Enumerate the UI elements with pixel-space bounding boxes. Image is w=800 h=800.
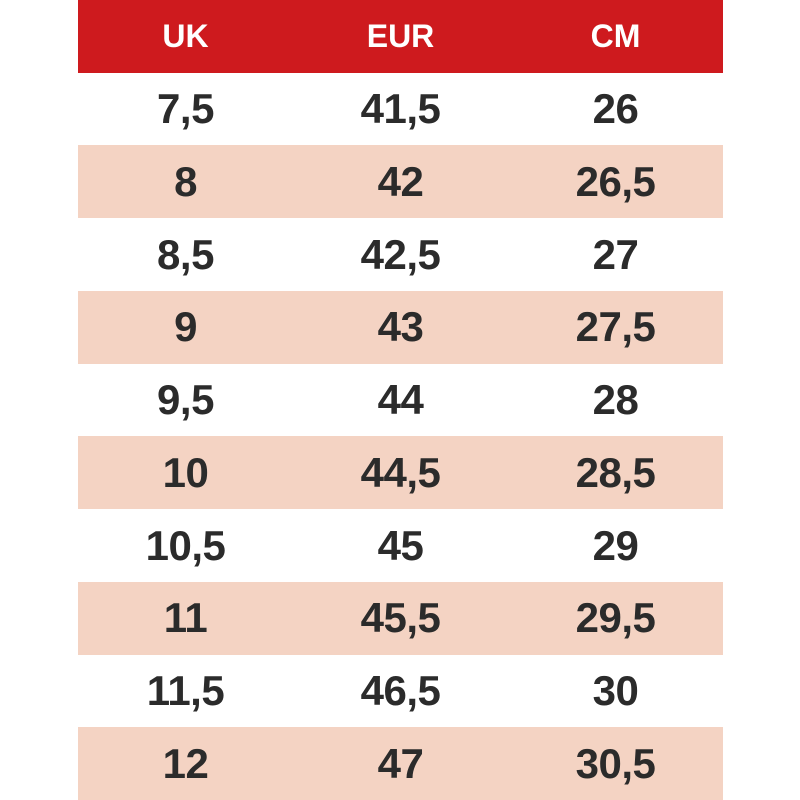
table-cell: 8,5 — [157, 230, 214, 278]
table-cell: 43 — [377, 303, 424, 351]
table-cell: 45 — [377, 521, 424, 569]
table-header-row: UK EUR CM — [78, 0, 723, 73]
table-row: 11 45,5 29,5 — [78, 581, 723, 655]
table-cell: 28,5 — [575, 448, 656, 496]
table-cell: 29,5 — [575, 594, 656, 642]
table-cell: 42 — [377, 157, 424, 205]
header-cell-cm: CM — [590, 18, 641, 55]
table-cell: 8 — [174, 157, 197, 205]
table-row: 11,5 46,5 30 — [78, 654, 723, 728]
header-cell-eur: EUR — [366, 18, 435, 55]
table-cell: 41,5 — [360, 85, 441, 133]
table-row: 7,5 41,5 26 — [78, 72, 723, 146]
table-row: 10 44,5 28,5 — [78, 436, 723, 510]
table-row: 9,5 44 28 — [78, 363, 723, 437]
table-cell: 45,5 — [360, 594, 441, 642]
table-row: 9 43 27,5 — [78, 290, 723, 364]
table-cell: 26 — [592, 85, 639, 133]
table-cell: 47 — [377, 739, 424, 787]
table-cell: 44 — [377, 376, 424, 424]
table-cell: 7,5 — [157, 85, 214, 133]
table-cell: 9 — [174, 303, 197, 351]
table-cell: 11 — [163, 594, 208, 642]
table-cell: 27,5 — [575, 303, 656, 351]
table-cell: 10,5 — [145, 521, 226, 569]
size-conversion-table: UK EUR CM 7,5 41,5 26 8 42 26,5 8,5 42,5 27 9 43 27,5… — [78, 0, 723, 800]
table-cell: 46,5 — [360, 666, 441, 714]
table-cell: 42,5 — [360, 230, 441, 278]
table-row: 8,5 42,5 27 — [78, 218, 723, 291]
table-cell: 30 — [592, 666, 639, 714]
header-cell-uk: UK — [162, 18, 209, 55]
table-cell: 10 — [162, 448, 209, 496]
table-cell: 30,5 — [575, 739, 656, 787]
table-cell: 29 — [592, 521, 639, 569]
table-cell: 26,5 — [575, 157, 656, 205]
table-row: 8 42 26,5 — [78, 145, 723, 219]
table-cell: 28 — [592, 376, 639, 424]
table-cell: 11,5 — [146, 666, 225, 714]
table-cell: 27 — [592, 230, 639, 278]
table-cell: 12 — [162, 739, 209, 787]
table-cell: 44,5 — [360, 448, 441, 496]
table-row: 10,5 45 29 — [78, 509, 723, 582]
table-row: 12 47 30,5 — [78, 727, 723, 800]
table-cell: 9,5 — [157, 376, 214, 424]
